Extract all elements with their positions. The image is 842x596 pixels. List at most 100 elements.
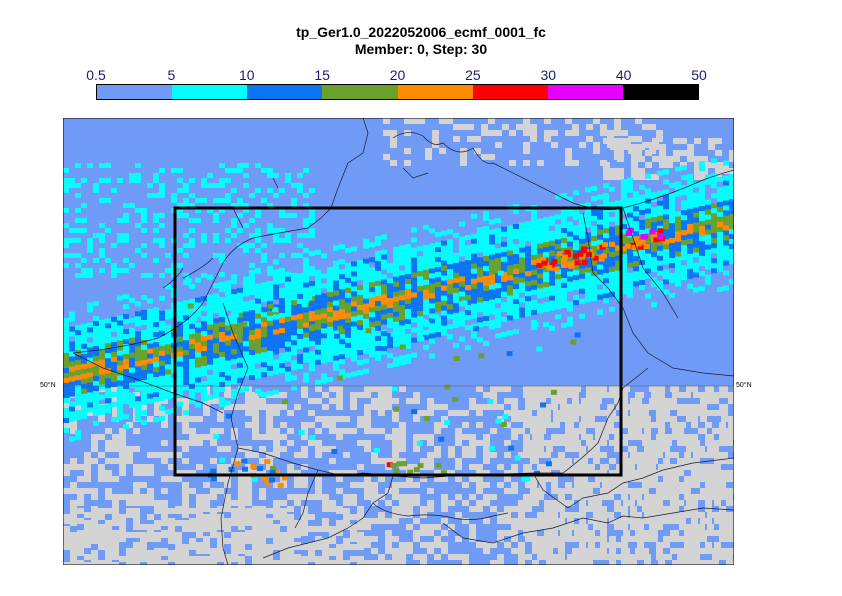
precip-cell [387,303,393,309]
dry-cell [301,544,308,550]
dry-cell [631,144,638,150]
dry-cell [642,416,649,422]
precip-cell [693,192,699,198]
dry-cell [530,476,537,482]
dry-cell [70,514,77,520]
dry-cell [628,434,635,440]
dry-cell [558,560,565,565]
precip-cell [183,198,189,203]
dry-cell [252,508,259,514]
dry-cell [434,476,441,482]
precip-cell [147,318,153,324]
dry-cell [350,514,357,520]
precip-cell [621,204,627,210]
precip-cell [525,301,531,307]
dry-cell [593,142,600,148]
precip-cell [195,372,201,378]
dry-cell [558,494,565,500]
dry-cell [658,506,665,512]
precip-cell [231,223,237,228]
precip-cell [537,258,543,264]
dry-cell [603,168,610,174]
dry-cell [558,554,565,560]
precip-cell [477,302,483,308]
precip-cell [543,287,549,293]
dry-cell [565,422,572,428]
dry-cell [553,410,560,416]
precip-cell [309,336,315,342]
dry-cell [684,542,691,548]
precip-cell [135,163,141,168]
dry-cell [593,422,600,428]
precip-cell [189,178,195,183]
precip-cell [75,390,81,396]
dry-cell [105,556,112,562]
dry-cell [581,458,588,464]
dry-cell [84,476,91,482]
precip-cell [93,316,99,322]
precip-cell [333,320,339,326]
precip-cell [255,303,261,309]
dry-cell [182,422,189,428]
precip-cell [693,222,699,228]
precip-cell [393,468,400,474]
dry-cell [628,428,635,434]
dry-cell [642,458,649,464]
precip-cell [333,290,339,296]
dry-cell [483,494,490,500]
precip-cell [105,258,111,263]
dry-cell [530,446,537,452]
precip-cell [291,290,297,296]
precip-cell [603,298,609,304]
dry-cell [455,464,462,470]
precip-cell [435,267,441,273]
precip-cell [729,209,734,215]
dry-cell [140,532,147,538]
precip-cell [645,268,651,274]
dry-cell [523,148,530,154]
precip-cell [405,318,411,324]
dry-cell [390,136,397,142]
precip-cell [273,324,279,330]
dry-cell [617,138,624,144]
dry-cell [70,550,77,556]
legend-tick-label: 15 [314,67,330,83]
precip-cell [477,307,483,313]
dry-cell [631,156,638,162]
precip-cell [159,238,165,243]
precip-cell [459,286,465,292]
precip-cell [285,271,291,277]
precip-cell [231,279,237,285]
dry-cell [329,538,336,544]
dry-cell [698,560,705,565]
precip-cell [543,217,549,223]
dry-cell [252,556,259,562]
precip-cell [243,311,249,317]
precip-cell [147,378,153,384]
precip-cell [241,458,248,464]
dry-cell [364,428,371,434]
dry-cell [593,482,600,488]
precip-cell [603,238,609,244]
precip-cell [567,271,573,277]
precip-cell [75,335,81,341]
dry-cell [434,452,441,458]
precip-cell [273,329,279,335]
dry-cell [628,458,635,464]
dry-cell [350,526,357,532]
dry-cell [210,514,217,520]
dry-cell [203,506,210,512]
precip-cell [597,274,603,280]
precip-cell [525,296,531,302]
precip-cell [141,309,147,315]
precip-cell [723,220,729,226]
precip-cell [135,386,141,392]
dry-cell [698,428,705,434]
precip-cell [639,240,646,246]
dry-cell [581,416,588,422]
precip-cell [549,325,555,331]
dry-cell [77,536,84,542]
dry-cell [343,524,350,530]
precip-cell [423,264,429,270]
precip-cell [147,328,153,334]
